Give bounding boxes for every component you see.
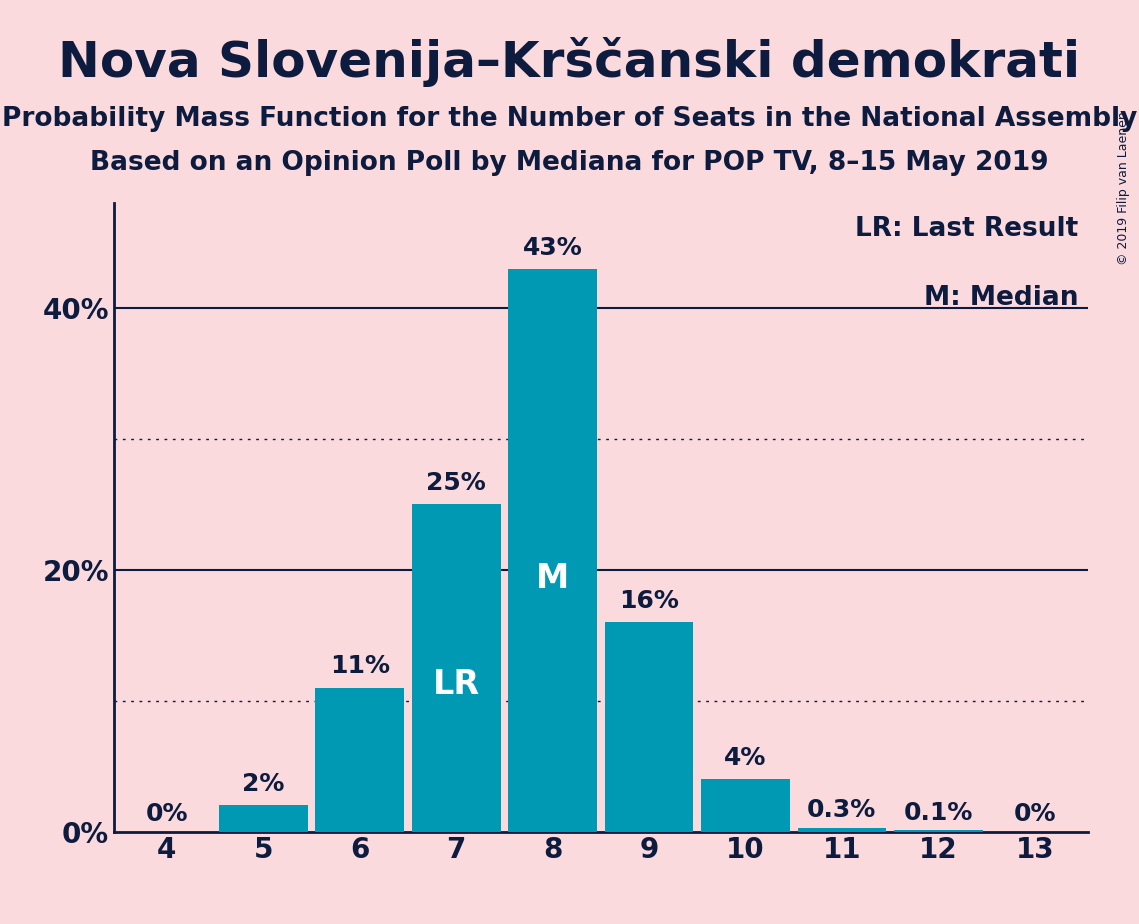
Bar <box>219 806 308 832</box>
Text: LR: LR <box>433 668 480 700</box>
Bar <box>894 831 983 832</box>
Bar <box>702 779 789 832</box>
Text: 2%: 2% <box>243 772 285 796</box>
Text: Probability Mass Function for the Number of Seats in the National Assembly: Probability Mass Function for the Number… <box>2 106 1137 132</box>
Bar <box>412 505 500 832</box>
Text: 25%: 25% <box>426 471 486 495</box>
Text: LR: Last Result: LR: Last Result <box>854 216 1077 242</box>
Text: 11%: 11% <box>330 654 390 678</box>
Bar <box>508 269 597 832</box>
Text: © 2019 Filip van Laenen: © 2019 Filip van Laenen <box>1117 111 1130 264</box>
Bar <box>797 828 886 832</box>
Text: Nova Slovenija–Krščanski demokrati: Nova Slovenija–Krščanski demokrati <box>58 37 1081 87</box>
Bar <box>605 622 694 832</box>
Bar <box>316 687 404 832</box>
Text: 43%: 43% <box>523 236 582 260</box>
Text: 16%: 16% <box>620 589 679 613</box>
Text: M: M <box>536 562 570 595</box>
Text: 4%: 4% <box>724 746 767 770</box>
Text: 0.1%: 0.1% <box>903 801 973 825</box>
Text: 0%: 0% <box>1014 802 1056 826</box>
Text: Based on an Opinion Poll by Mediana for POP TV, 8–15 May 2019: Based on an Opinion Poll by Mediana for … <box>90 150 1049 176</box>
Text: 0%: 0% <box>146 802 188 826</box>
Text: 0.3%: 0.3% <box>808 798 877 822</box>
Text: M: Median: M: Median <box>924 285 1077 311</box>
